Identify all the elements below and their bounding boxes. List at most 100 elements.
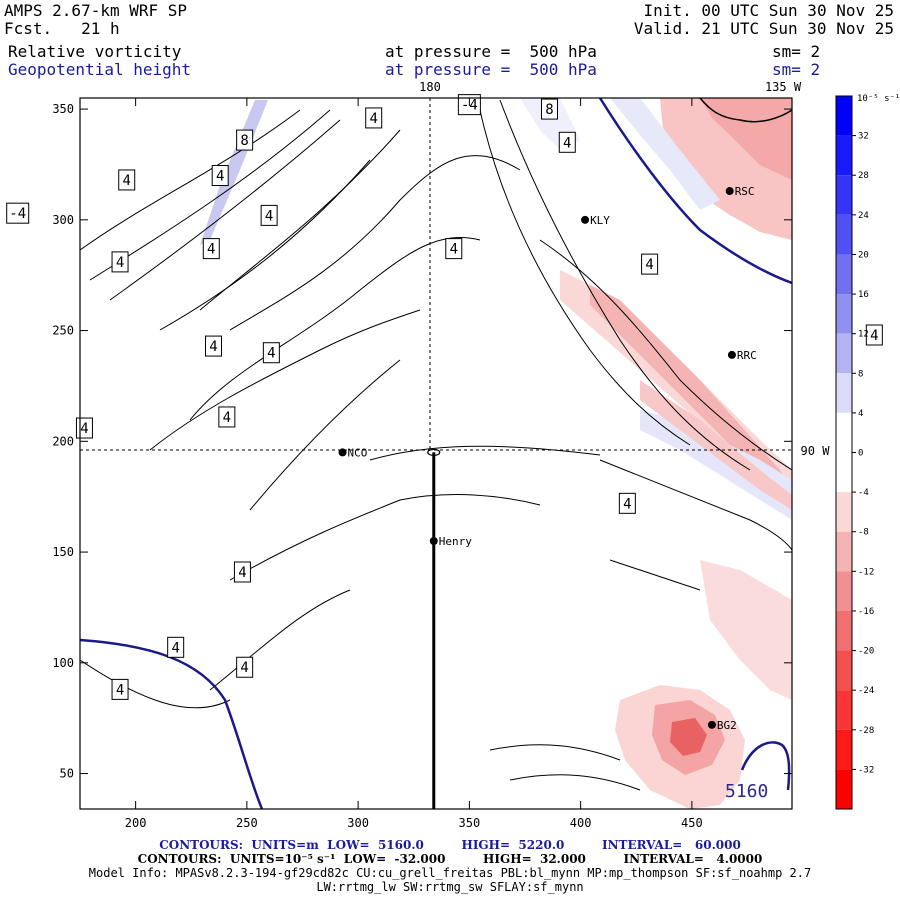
contour-label-box [445, 238, 463, 260]
contour-line [249, 359, 401, 511]
contour-line [499, 99, 751, 471]
colorbar-segment [836, 175, 852, 215]
height-contour-northeast [598, 98, 792, 285]
x-tick-label: 300 [347, 816, 369, 830]
colorbar-tick-label: 8 [858, 369, 863, 379]
colorbar-segment [836, 214, 852, 255]
plot-canvas: -4484844-444444-8-4-44444444-444444-48-8… [6, 80, 900, 830]
x-tick-label: 400 [570, 816, 592, 830]
station-label: Henry [439, 535, 472, 548]
forecast-hour: Fcst. 21 h [4, 19, 120, 38]
contour-label-box [260, 204, 278, 226]
colorbar-tick-label: -32 [858, 765, 874, 775]
colorbar-tick-label: -16 [858, 607, 874, 617]
colorbar-tick-label: 4 [858, 409, 863, 419]
colorbar-segment [836, 531, 852, 572]
plot-frame [79, 97, 793, 810]
contour-line [479, 109, 691, 446]
contour-line [599, 459, 792, 551]
contour-label-box [211, 165, 229, 187]
station-dot [429, 536, 438, 545]
contour-label: 4 [369, 111, 377, 127]
model-info-physics: LW:rrtmg_lw SW:rrtmg_sw SFLAY:sf_mynn [316, 880, 584, 894]
contour-label: 4 [267, 346, 275, 362]
station-label: BG2 [717, 719, 737, 732]
contour-label-box [865, 324, 883, 346]
height-contour-info: CONTOURS: UNITS=m LOW= 5160.0 HIGH= 5220… [159, 838, 741, 852]
contour-label: 4 [171, 640, 179, 656]
colorbar-tick-label: -20 [858, 647, 874, 657]
model-title: AMPS 2.67-km WRF SP [4, 1, 188, 20]
contour-label: 4 [223, 410, 231, 426]
contour-label: 4 [80, 421, 88, 437]
negative-vorticity-edge [700, 560, 792, 700]
colorbar-tick-label: 12 [858, 330, 869, 340]
colorbar-segment [836, 412, 852, 453]
station-label: NCO [348, 446, 368, 459]
colorbar-unit-label: 10⁻⁵ s⁻¹ [857, 94, 900, 104]
colorbar-tick-label: -12 [858, 567, 874, 577]
cyclone-core [670, 718, 707, 756]
contour-label: 4 [450, 242, 458, 258]
colorbar-tick-label: 20 [858, 250, 869, 260]
contour-line [159, 159, 371, 331]
contour-line [209, 589, 351, 691]
coastline-segment [699, 98, 792, 123]
contour-label: 8 [240, 133, 248, 149]
init-time: Init. 00 UTC Sun 30 Nov 25 [643, 1, 894, 20]
colorbar-tick-label: -24 [858, 686, 874, 696]
contour-label-box [205, 335, 222, 357]
contour-label-box [618, 492, 636, 514]
x-tick-label: 250 [236, 816, 258, 830]
contour-line [369, 445, 601, 461]
contour-label: 4 [216, 169, 224, 185]
contour-label: 4 [265, 208, 273, 224]
y-tick-label: 150 [52, 545, 74, 559]
colorbar-segment [836, 729, 852, 770]
contour-label-box [262, 342, 280, 364]
negative-vorticity-core [700, 98, 792, 180]
contour-label-box [236, 129, 254, 151]
field2-smoothing: sm= 2 [772, 60, 821, 79]
positive-vorticity-streak-left [200, 100, 268, 245]
contour-label: 4 [870, 328, 878, 344]
colorbar-segment [836, 96, 852, 136]
meridian-180-label: 180 [419, 80, 441, 94]
field1-smoothing: sm= 2 [772, 42, 821, 61]
contour-label-box [111, 251, 129, 273]
contour-label-box [167, 636, 185, 658]
contour-line [229, 499, 401, 581]
contour-label-box [365, 107, 383, 129]
x-tick-label: 200 [125, 816, 147, 830]
station-label: RRC [737, 349, 757, 362]
y-tick-label: 50 [60, 767, 74, 781]
contour-label: 4 [116, 682, 124, 698]
contour-label-box [6, 202, 30, 224]
colorbar-segment [836, 690, 852, 730]
x-tick-label: 350 [459, 816, 481, 830]
contour-line [80, 109, 301, 251]
field2-name: Geopotential height [8, 60, 192, 79]
contour-label: 4 [116, 255, 124, 271]
cross-section-endpoint [427, 448, 441, 456]
contour-line [609, 559, 701, 591]
contour-labels: -4484844-444444-8-4-44444444-444444-48-8… [6, 94, 883, 700]
contour-label-box [236, 656, 254, 678]
contour-label-box [118, 169, 136, 191]
positive-vorticity-streak-upper [610, 98, 720, 210]
contour-line [489, 744, 621, 761]
colorbar-segment [836, 769, 852, 809]
colorbar-segment [836, 373, 852, 413]
colorbar-segment [836, 452, 852, 493]
colorbar-segment [836, 650, 852, 691]
contour-label: 4 [623, 496, 631, 512]
station-dot [725, 187, 734, 196]
height-contour-label: 5160 [725, 781, 768, 802]
contour-label: 4 [207, 242, 215, 258]
vorticity-shading [200, 98, 792, 809]
contour-line [80, 659, 231, 709]
colorbar-tick-label: -8 [858, 528, 869, 538]
x-axis: 200 250 300 350 400 450 [125, 98, 703, 830]
colorbar: 10⁻⁵ s⁻¹ 32 28 24 20 16 12 8 4 0 -4 -8 -12 -16 -20 -24… [835, 94, 900, 810]
x-tick-label: 450 [681, 816, 703, 830]
